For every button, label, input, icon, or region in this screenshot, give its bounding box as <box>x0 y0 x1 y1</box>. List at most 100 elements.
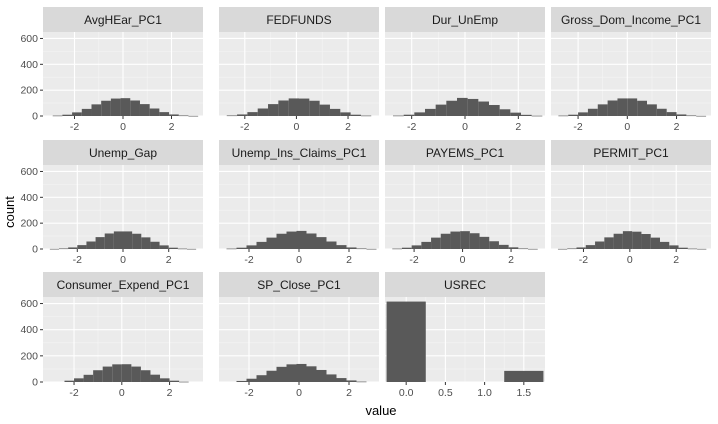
histogram-bar <box>113 231 123 249</box>
histogram-bar <box>131 366 141 382</box>
x-tick-label: 0 <box>120 254 126 266</box>
facet-strip <box>43 7 203 32</box>
histogram-bar <box>306 366 317 382</box>
histogram-bar <box>478 101 489 116</box>
facet-strip <box>219 272 379 297</box>
histogram-bar <box>557 248 568 250</box>
facet-strip-label: Gross_Dom_Income_PC1 <box>561 13 701 27</box>
histogram-bar <box>319 104 330 116</box>
histogram-bar <box>149 108 160 116</box>
histogram-bar <box>518 248 529 250</box>
histogram-bar <box>102 366 113 382</box>
histogram-bar <box>316 237 327 249</box>
histogram-bar <box>597 104 608 116</box>
histogram-bar <box>508 247 519 249</box>
histogram-bar <box>392 248 402 250</box>
histogram-bar <box>386 301 426 382</box>
x-tick-label: 1.0 <box>477 387 492 399</box>
histogram-bar <box>329 108 341 116</box>
y-tick-label: 400 <box>20 192 38 204</box>
histogram-bar <box>95 237 105 249</box>
histogram-bar <box>140 370 151 382</box>
histogram-bar <box>316 369 327 382</box>
histogram-bar <box>696 115 707 117</box>
x-tick-label: 0 <box>460 254 466 266</box>
histogram-bar <box>120 98 131 116</box>
histogram-bar <box>440 233 451 249</box>
y-tick-label: 600 <box>20 166 38 178</box>
x-tick-label: 0 <box>296 254 302 266</box>
histogram-bar <box>498 244 509 249</box>
histogram-bar <box>237 114 248 116</box>
x-tick-label: 2 <box>345 121 351 133</box>
facet-strip-label: PAYEMS_PC1 <box>426 146 505 160</box>
y-tick-label: 600 <box>20 298 38 310</box>
histogram-bar <box>246 245 257 249</box>
x-axis-title: value <box>365 403 396 418</box>
histogram-bar <box>659 241 670 249</box>
histogram-bar <box>299 98 310 116</box>
x-tick-label: 0 <box>293 121 299 133</box>
histogram-bar <box>188 115 199 117</box>
histogram-bar <box>159 245 169 249</box>
histogram-bar <box>112 364 122 382</box>
facet-strip-label: AvgHEar_PC1 <box>84 13 162 27</box>
facet-panel-unemp-gap: Unemp_Gap 0 200 400 600 -2 0 2 <box>20 140 203 266</box>
histogram-bar <box>521 114 532 116</box>
histogram-bar <box>236 380 247 382</box>
facet-strip <box>219 140 379 165</box>
x-tick-label: 1.5 <box>517 387 532 399</box>
x-tick-label: -2 <box>70 121 79 133</box>
histogram-bar <box>226 115 238 117</box>
x-tick-label: 2 <box>508 254 514 266</box>
x-tick-label: 0.0 <box>399 387 414 399</box>
histogram-bar <box>130 100 140 116</box>
facet-strip <box>385 272 545 297</box>
y-tick-label: 200 <box>20 218 38 230</box>
histogram-bar <box>296 230 307 249</box>
x-tick-label: 0 <box>120 121 126 133</box>
histogram-bar <box>247 112 258 116</box>
histogram-bar <box>121 364 132 382</box>
x-tick-label: 0 <box>627 254 633 266</box>
histogram-bar <box>346 247 357 249</box>
x-tick-label: 2 <box>346 254 352 266</box>
facet-strip <box>551 7 711 32</box>
histogram-bar <box>336 378 347 382</box>
x-tick-label: -2 <box>73 254 82 266</box>
facet-panel-unemp-ins-claims-pc1: Unemp_Ins_Claims_PC1 -2 0 2 <box>219 140 379 266</box>
histogram-bar <box>83 374 94 382</box>
x-tick-label: -2 <box>407 121 416 133</box>
x-tick-label: 2 <box>166 254 172 266</box>
facet-strip-label: Dur_UnEmp <box>432 13 498 27</box>
histogram-bar <box>666 112 677 116</box>
x-tick-label: -2 <box>240 121 249 133</box>
x-tick-label: -2 <box>244 254 253 266</box>
histogram-bar <box>101 100 111 116</box>
histogram-bar <box>177 248 187 250</box>
histogram-bar <box>276 366 287 382</box>
histogram-bar <box>632 231 642 249</box>
histogram-bar <box>68 247 78 249</box>
histogram-bar <box>446 100 457 116</box>
x-tick-label: -2 <box>573 121 582 133</box>
histogram-bar <box>576 247 586 249</box>
histogram-bar <box>697 248 707 250</box>
facet-strip <box>219 7 379 32</box>
y-tick-label: 200 <box>20 350 38 362</box>
x-tick-label: 0 <box>462 121 468 133</box>
histogram-bar <box>72 112 82 116</box>
facet-panel-avghear-pc1: AvgHEar_PC1 0 200 400 600 -2 0 2 <box>20 7 203 133</box>
histogram-bar <box>504 370 544 382</box>
histogram-bar <box>150 374 161 382</box>
histogram-bar <box>531 115 543 117</box>
histogram-bar <box>356 381 367 383</box>
x-tick-label: 2 <box>515 121 521 133</box>
histogram-bar <box>62 114 73 116</box>
histogram-bar <box>360 115 372 117</box>
histogram-bar <box>435 104 447 116</box>
histogram-bar <box>595 241 605 249</box>
x-tick-label: 0.5 <box>438 387 453 399</box>
histogram-bar <box>421 241 432 249</box>
